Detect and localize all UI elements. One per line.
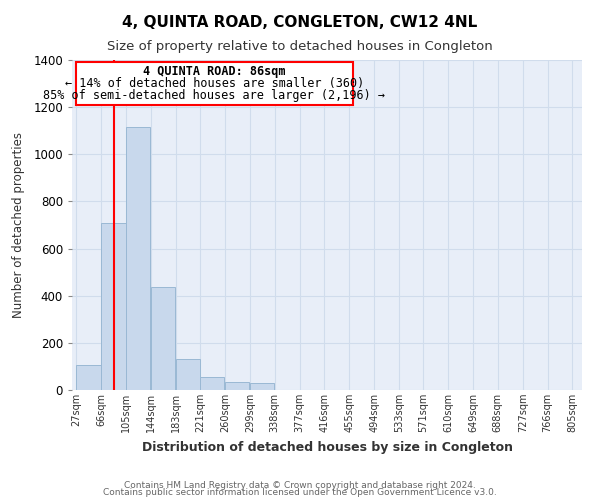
Bar — [126, 127, 151, 390]
Bar — [200, 377, 224, 390]
Bar — [151, 288, 175, 390]
Bar — [101, 222, 125, 390]
X-axis label: Distribution of detached houses by size in Congleton: Distribution of detached houses by size … — [142, 440, 512, 454]
Text: 85% of semi-detached houses are larger (2,196) →: 85% of semi-detached houses are larger (… — [43, 89, 385, 102]
Bar — [250, 383, 274, 390]
FancyBboxPatch shape — [76, 62, 353, 105]
Bar — [76, 365, 101, 390]
Bar — [176, 360, 200, 390]
Bar — [225, 382, 249, 390]
Y-axis label: Number of detached properties: Number of detached properties — [12, 132, 25, 318]
Text: 4, QUINTA ROAD, CONGLETON, CW12 4NL: 4, QUINTA ROAD, CONGLETON, CW12 4NL — [122, 15, 478, 30]
Text: Size of property relative to detached houses in Congleton: Size of property relative to detached ho… — [107, 40, 493, 53]
Text: ← 14% of detached houses are smaller (360): ← 14% of detached houses are smaller (36… — [65, 77, 364, 90]
Text: Contains public sector information licensed under the Open Government Licence v3: Contains public sector information licen… — [103, 488, 497, 497]
Text: 4 QUINTA ROAD: 86sqm: 4 QUINTA ROAD: 86sqm — [143, 65, 286, 78]
Text: Contains HM Land Registry data © Crown copyright and database right 2024.: Contains HM Land Registry data © Crown c… — [124, 480, 476, 490]
